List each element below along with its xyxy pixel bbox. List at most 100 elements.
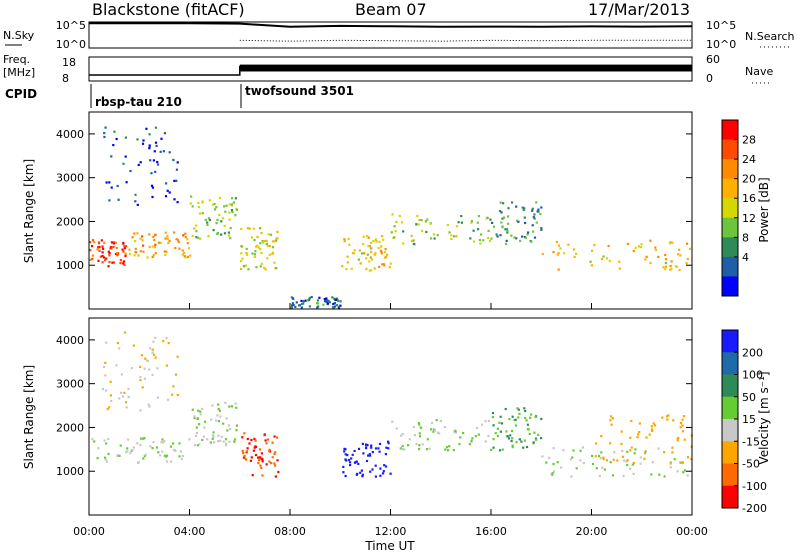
velocity-echo-cell (258, 456, 262, 459)
power-echo-cell (260, 262, 263, 265)
power-echo-cell (457, 221, 460, 224)
velocity-echo-cell (408, 438, 411, 441)
velocity-echo-cell (178, 455, 181, 458)
power-echo-cell (141, 142, 145, 145)
power-echo-cell (379, 249, 382, 252)
velocity-echo-cell (415, 442, 418, 446)
power-echo-cell (669, 241, 672, 244)
velocity-echo-cell (211, 404, 214, 407)
velocity-echo-cell (650, 473, 653, 476)
power-echo-cell (341, 265, 344, 268)
power-echo-cell (184, 236, 187, 239)
power-echo-cell (470, 220, 474, 223)
velocity-echo-cell (594, 455, 597, 458)
power-echo-cell (671, 241, 674, 244)
power-echo-cell (183, 255, 186, 258)
power-echo-cell (527, 231, 530, 234)
velocity-echo-cell (91, 438, 94, 441)
velocity-echo-cell (139, 443, 142, 447)
power-echo-cell (216, 218, 219, 221)
power-echo-cell (128, 248, 131, 251)
velocity-echo-cell (124, 401, 128, 404)
power-echo-cell (268, 245, 271, 248)
power-echo-cell (460, 221, 463, 224)
power-echo-cell (141, 239, 144, 242)
power-echo-cell (116, 184, 119, 188)
power-echo-cell (166, 235, 169, 238)
velocity-echo-cell (204, 420, 207, 423)
power-echo-cell (247, 268, 250, 271)
velocity-echo-cell (103, 365, 106, 369)
velocity-echo-cell (525, 445, 529, 449)
power-echo-cell (295, 301, 298, 304)
velocity-echo-cell (569, 458, 572, 461)
velocity-echo-cell (217, 420, 220, 423)
velocity-echo-cell (139, 409, 142, 412)
velocity-echo-cell (528, 432, 531, 435)
power-echo-cell (686, 257, 689, 261)
power-echo-cell (532, 230, 535, 233)
power-colorbar-tick-label: 16 (742, 192, 756, 205)
power-echo-cell (453, 235, 456, 238)
velocity-echo-cell (545, 461, 548, 464)
velocity-colorbar: 200 100 50 15 -15 -50 -100 -200 (721, 329, 767, 515)
velocity-colorbar-swatch (722, 419, 738, 442)
x-tick-label: 16:00 (475, 525, 507, 538)
power-echo-cell (122, 250, 125, 253)
power-echo-cell (98, 242, 101, 245)
power-echo-cell (275, 267, 278, 270)
power-echo-cell (556, 253, 559, 256)
power-echo-cell (436, 234, 439, 237)
velocity-echo-cell (389, 472, 392, 475)
power-colorbar-tick-label: 12 (742, 212, 756, 225)
power-echo-cell (268, 253, 271, 256)
velocity-echo-cell (118, 347, 121, 350)
power-echo-cell (333, 305, 337, 308)
velocity-echo-cell (354, 461, 357, 464)
velocity-echo-cell (342, 471, 345, 474)
power-echo-cell (504, 228, 507, 231)
power-echo-cell (478, 239, 481, 242)
power-echo-cell (511, 201, 514, 204)
velocity-echo-cell (676, 470, 679, 473)
power-echo-cell (552, 250, 555, 254)
nsky-tick-low: 10^0 (56, 38, 86, 51)
velocity-echo-cell (368, 453, 371, 456)
velocity-echo-cell (343, 450, 346, 453)
power-echo-cell (175, 179, 178, 182)
power-echo-cell (115, 137, 118, 141)
power-echo-cell (259, 248, 262, 251)
velocity-echo-cell (157, 451, 160, 454)
power-echo-cell (524, 236, 527, 239)
velocity-echo-cell (484, 440, 487, 443)
velocity-echo-cell (201, 438, 204, 442)
power-echo-cell (510, 234, 513, 237)
x-tick-label: 04:00 (174, 525, 206, 538)
power-echo-cell (148, 233, 151, 236)
power-echo-cell (246, 227, 249, 230)
velocity-echo-cell (620, 430, 623, 433)
power-echo-cell (131, 236, 134, 239)
velocity-echo-cell (216, 414, 219, 417)
power-echo-cell (227, 231, 230, 234)
velocity-echo-cell (258, 458, 261, 461)
velocity-echo-cell (599, 457, 602, 460)
power-echo-cell (215, 206, 218, 209)
velocity-echo-cell (550, 472, 553, 475)
power-echo-cell (400, 221, 404, 224)
power-echo-cell (228, 203, 231, 206)
power-echo-cell (300, 306, 303, 309)
velocity-echo-cell (474, 435, 477, 438)
velocity-ytick-label: 2000 (56, 421, 84, 434)
velocity-echo-cell (365, 459, 369, 463)
velocity-echo-cell (382, 470, 385, 473)
power-echo-cell (495, 233, 498, 236)
power-echo-cell (146, 256, 149, 259)
power-echo-cell (664, 268, 667, 271)
velocity-echo-cell (548, 456, 551, 459)
power-echo-cell (115, 252, 119, 255)
velocity-echo-cell (139, 365, 142, 368)
velocity-echo-cell (165, 364, 168, 367)
velocity-echo-cell (263, 433, 266, 436)
power-colorbar-tick-label: 28 (742, 134, 756, 147)
